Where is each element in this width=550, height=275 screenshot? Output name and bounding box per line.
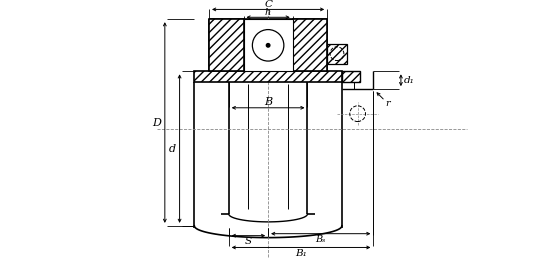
Polygon shape xyxy=(194,72,342,82)
Circle shape xyxy=(266,43,271,48)
Polygon shape xyxy=(342,72,360,82)
Polygon shape xyxy=(244,19,293,72)
Text: r: r xyxy=(385,99,389,108)
Polygon shape xyxy=(293,19,327,72)
Text: h: h xyxy=(265,8,271,17)
Text: S: S xyxy=(245,237,252,246)
Text: B: B xyxy=(264,97,272,107)
Text: d₁: d₁ xyxy=(403,76,414,85)
Polygon shape xyxy=(327,44,347,64)
Text: d: d xyxy=(169,144,176,154)
Text: D: D xyxy=(152,117,161,128)
Text: C: C xyxy=(264,0,272,9)
Polygon shape xyxy=(209,19,244,72)
Text: B₁: B₁ xyxy=(295,249,307,258)
Text: Bₛ: Bₛ xyxy=(316,235,326,244)
